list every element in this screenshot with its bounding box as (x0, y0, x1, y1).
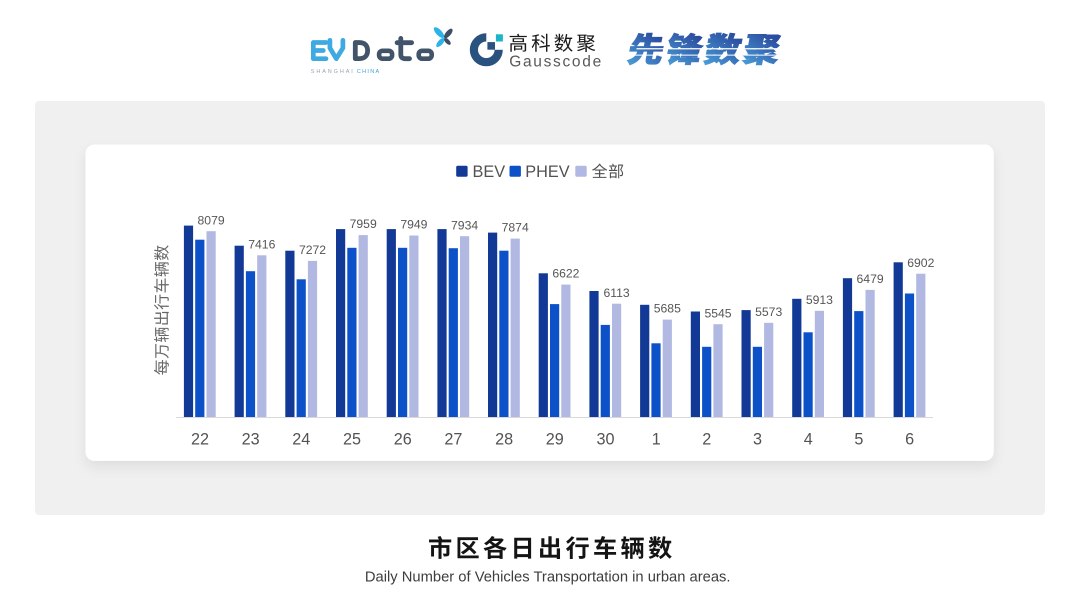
svg-text:7934: 7934 (451, 218, 478, 232)
svg-text:24: 24 (292, 431, 310, 449)
svg-text:5573: 5573 (755, 305, 782, 319)
svg-text:5685: 5685 (654, 302, 681, 316)
svg-text:6: 6 (905, 431, 914, 449)
svg-text:5545: 5545 (704, 306, 731, 320)
svg-text:30: 30 (596, 431, 614, 449)
svg-text:3: 3 (753, 431, 762, 449)
svg-text:27: 27 (444, 431, 462, 449)
svg-text:6113: 6113 (603, 286, 629, 300)
svg-text:28: 28 (495, 431, 513, 449)
svg-text:29: 29 (546, 431, 564, 449)
svg-text:23: 23 (242, 431, 260, 449)
svg-text:2: 2 (702, 431, 711, 449)
svg-text:4: 4 (804, 431, 813, 449)
svg-text:5913: 5913 (806, 293, 833, 307)
svg-text:7874: 7874 (502, 221, 529, 235)
svg-text:7416: 7416 (248, 237, 275, 251)
svg-text:7949: 7949 (400, 218, 427, 232)
svg-text:6902: 6902 (907, 256, 934, 270)
svg-text:Daily Number of Vehicles Trans: Daily Number of Vehicles Transportation … (365, 570, 731, 586)
svg-text:26: 26 (394, 431, 412, 449)
svg-text:SHANGHAI: SHANGHAI (311, 69, 355, 75)
svg-text:7272: 7272 (299, 243, 326, 257)
svg-text:8079: 8079 (198, 213, 225, 227)
svg-text:BEV: BEV (473, 163, 506, 181)
svg-text:PHEV: PHEV (525, 163, 569, 181)
svg-text:22: 22 (191, 431, 209, 449)
svg-text:Gausscode: Gausscode (509, 53, 603, 70)
svg-text:7959: 7959 (350, 217, 377, 231)
svg-text:5: 5 (854, 431, 863, 449)
svg-text:25: 25 (343, 431, 361, 449)
svg-text:6479: 6479 (857, 272, 884, 286)
svg-text:6622: 6622 (552, 267, 579, 281)
svg-text:1: 1 (652, 431, 661, 449)
svg-text:CHINA: CHINA (357, 69, 381, 75)
